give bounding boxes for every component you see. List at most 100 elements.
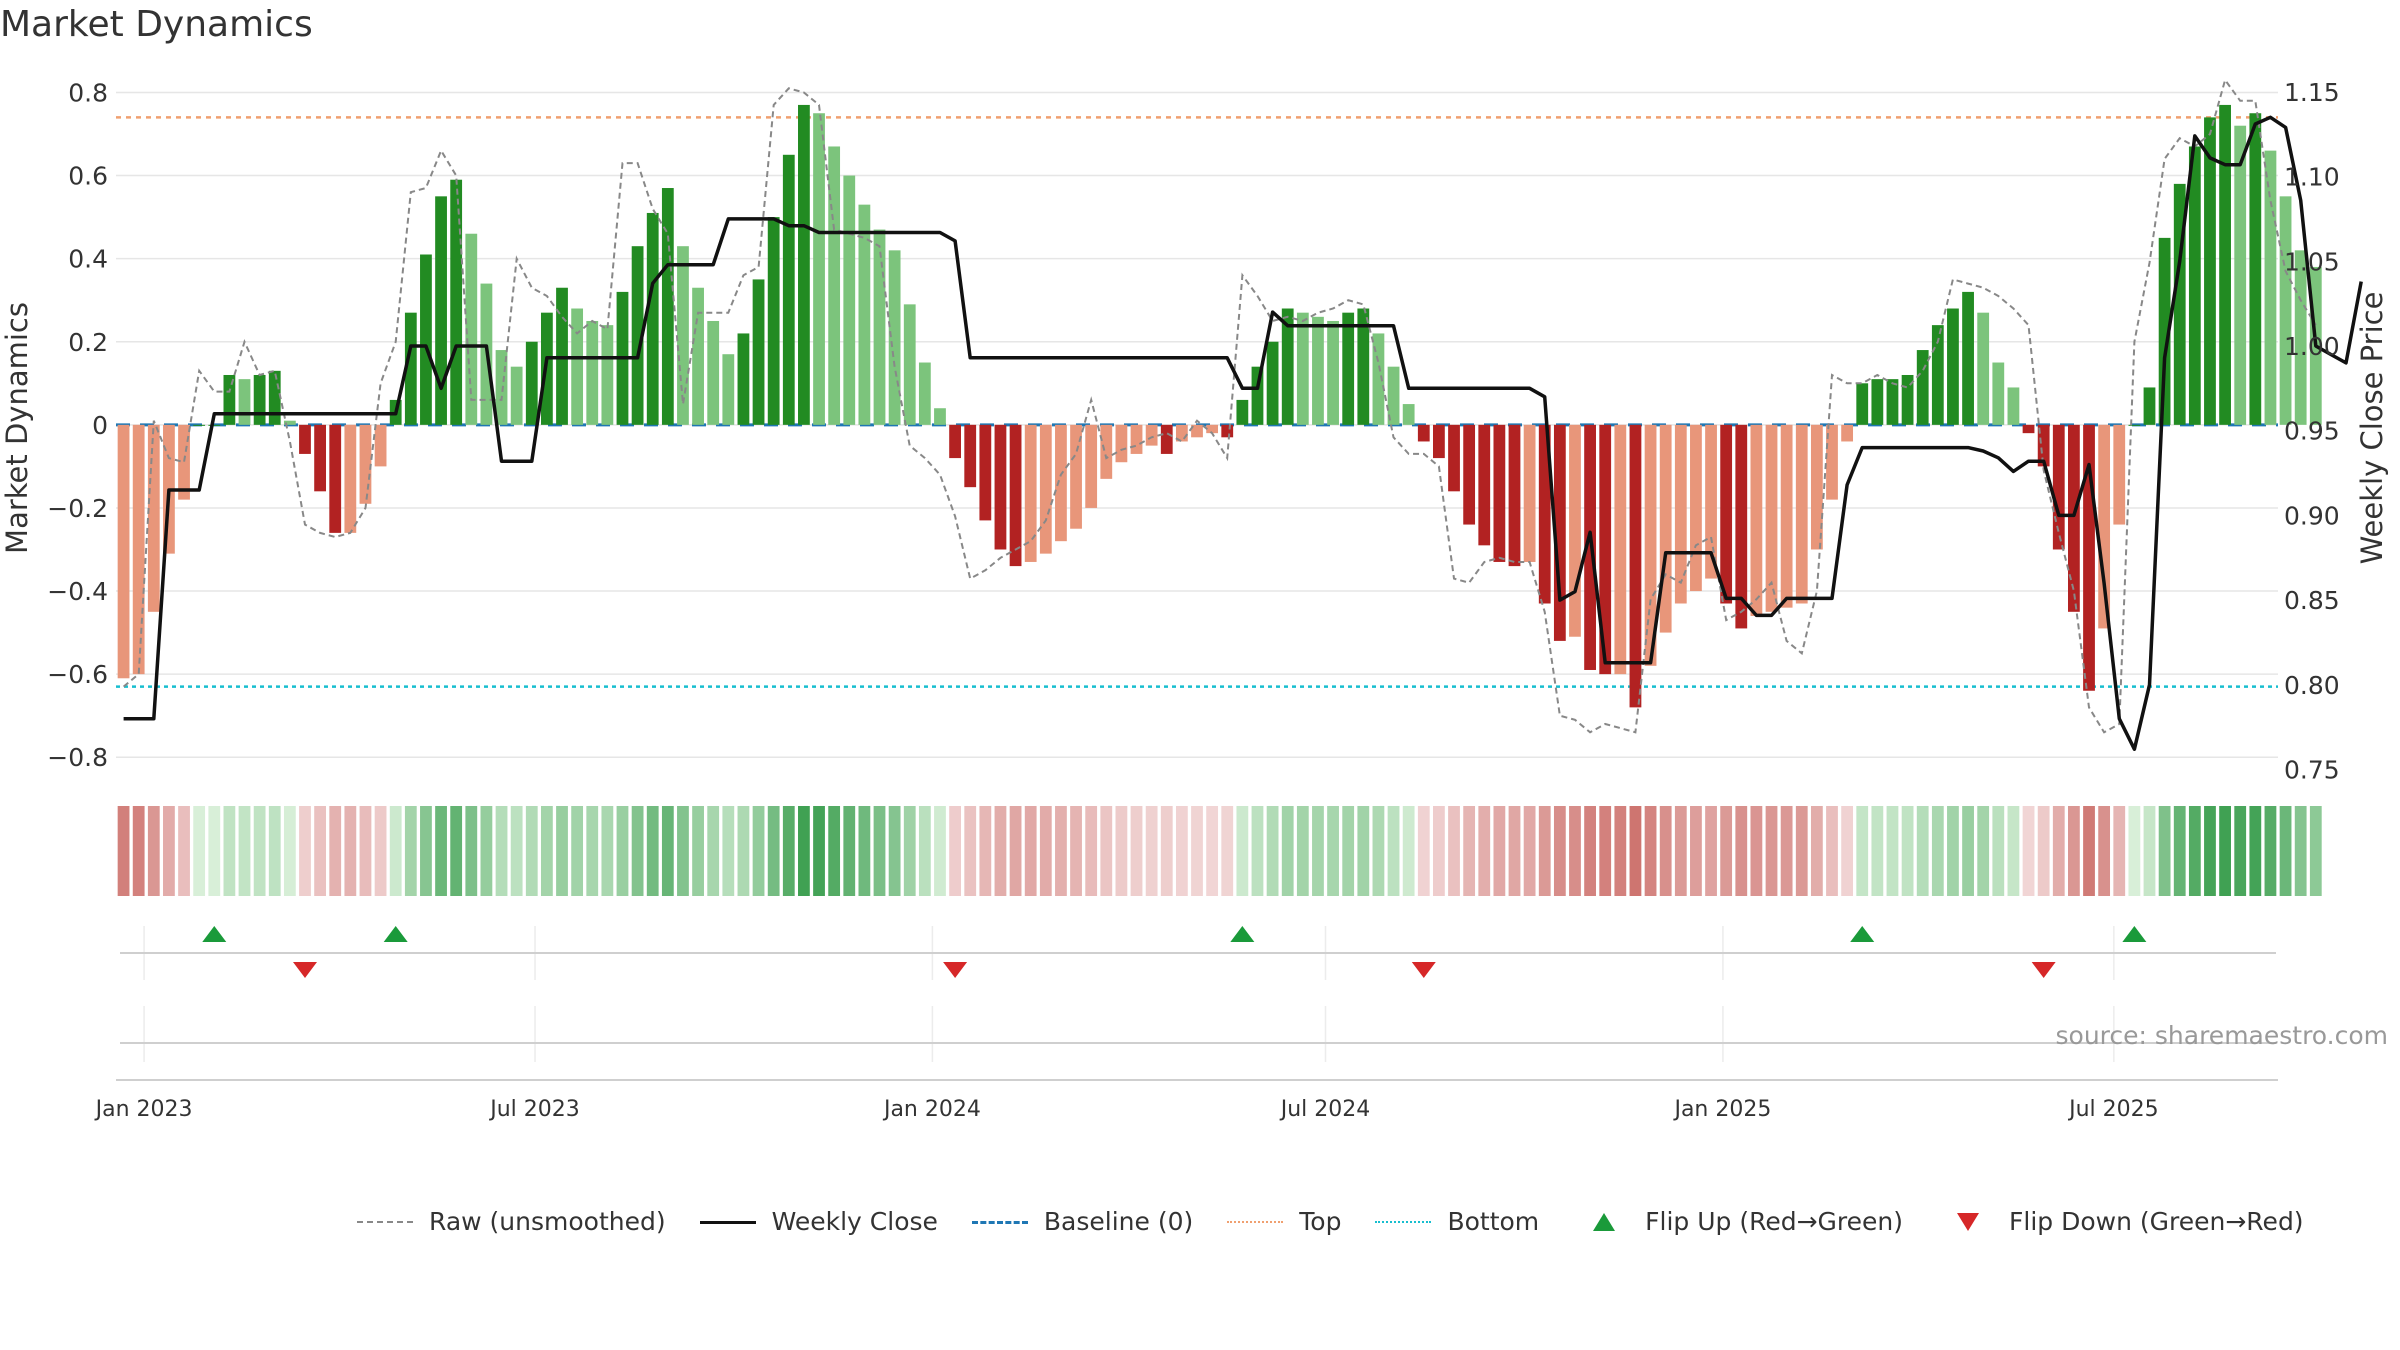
flip-down-marker — [1411, 962, 1436, 978]
dynamics-bar — [1266, 341, 1279, 425]
heat-cell — [2294, 806, 2307, 896]
heat-cell — [1463, 806, 1476, 896]
dynamics-bar — [2234, 125, 2247, 425]
dynamics-bar — [903, 304, 916, 425]
chart-title: Market Dynamics — [0, 4, 313, 45]
dynamics-bar — [918, 362, 931, 425]
dynamics-bar — [1599, 424, 1612, 675]
right-tick-label: 1.10 — [2284, 163, 2340, 192]
heat-cell — [1523, 806, 1536, 896]
heat-cell — [1327, 806, 1339, 896]
legend-label-baseline: Baseline (0) — [1043, 1207, 1194, 1236]
dynamics-bar — [2204, 117, 2216, 425]
heat-cell — [1780, 806, 1793, 896]
dynamics-bar — [1206, 424, 1219, 434]
left-tick-label: 0.6 — [68, 162, 108, 191]
dynamics-bar — [495, 350, 508, 425]
legend-label-top: Top — [1299, 1207, 1342, 1236]
dynamics-bar — [132, 424, 145, 675]
dynamics-bar — [178, 424, 190, 500]
heat-cell — [1493, 806, 1506, 896]
heat-cell — [1130, 806, 1143, 896]
heat-cell — [2143, 806, 2156, 896]
heat-cell — [1735, 806, 1748, 896]
raw-line-layer — [122, 77, 2317, 734]
heat-cell — [1448, 806, 1460, 896]
heat-cell — [1886, 806, 1899, 896]
dynamics-bar — [2128, 424, 2141, 426]
right-axis-title: Weekly Close Price — [2355, 292, 2389, 565]
triangle-down-icon — [1935, 1211, 1995, 1233]
heat-cell — [1357, 806, 1370, 896]
dynamics-bar — [1705, 424, 1717, 579]
dynamics-bar — [435, 196, 447, 425]
dynamics-bar — [1916, 350, 1929, 425]
heat-cell — [586, 806, 599, 896]
x-tick-label: Jan 2023 — [94, 1097, 193, 1122]
heat-cell — [1281, 806, 1294, 896]
heat-cell — [314, 806, 327, 896]
dynamics-bar — [1856, 383, 1869, 425]
dynamics-bar — [1130, 424, 1143, 454]
dynamics-bar — [344, 424, 357, 533]
raw-line — [122, 77, 2317, 734]
dynamics-bar — [2219, 104, 2231, 425]
dynamics-bar — [268, 370, 281, 425]
triangle-up-icon — [1571, 1211, 1631, 1233]
dynamics-bar — [450, 179, 463, 425]
right-tick-label: 1.00 — [2284, 332, 2340, 361]
heat-cell — [2007, 806, 2020, 896]
heat-cell — [692, 806, 704, 896]
dynamics-bar — [117, 424, 130, 679]
heat-cell — [193, 806, 206, 896]
dynamics-bar — [949, 424, 961, 459]
dynamics-bar — [1039, 424, 1052, 554]
dynamics-bar — [1795, 424, 1808, 604]
heat-cell — [2249, 806, 2262, 896]
heat-cell — [268, 806, 281, 896]
heat-cell — [677, 806, 689, 896]
heat-cell — [828, 806, 841, 896]
heat-cell — [1266, 806, 1279, 896]
heat-cell — [132, 806, 145, 896]
dynamics-bar — [1024, 424, 1037, 562]
dynamics-bar — [1296, 312, 1309, 425]
heat-cell — [1160, 806, 1173, 896]
dynamics-bar — [813, 113, 825, 425]
heat-cell — [2173, 806, 2186, 896]
dynamics-bar — [828, 146, 841, 425]
heat-cell — [2264, 806, 2277, 896]
heat-cell — [813, 806, 825, 896]
dynamics-bar — [2188, 146, 2201, 425]
dynamics-bar — [1402, 404, 1415, 425]
dynamics-bar — [1327, 320, 1339, 425]
heat-cell — [1856, 806, 1869, 896]
heat-cell — [2279, 806, 2292, 896]
market-dynamics-chart: 0.8 0.6 0.4 0.2 0 −0.2 −0.4 −0.6 −0.8 1.15 1.10 1.0… — [0, 77, 2389, 1122]
dynamics-bar — [2067, 424, 2080, 612]
dynamics-bar — [193, 424, 206, 426]
x-tick-label: Jul 2023 — [488, 1097, 580, 1122]
dynamics-bar — [1901, 374, 1914, 425]
heat-cell — [1992, 806, 2005, 896]
heat-cell — [1221, 806, 1234, 896]
dynamics-bar — [1387, 366, 1400, 425]
dynamics-bar — [2007, 387, 2020, 425]
heat-cell — [1841, 806, 1854, 896]
dynamics-bar — [843, 175, 856, 425]
dynamics-bar — [1221, 424, 1234, 438]
heat-cell — [1039, 806, 1052, 896]
heat-cell — [979, 806, 992, 896]
heat-cell — [450, 806, 463, 896]
flip-down-marker — [943, 962, 968, 978]
heat-cell — [2037, 806, 2050, 896]
heat-cell — [1433, 806, 1445, 896]
dynamics-bar — [979, 424, 992, 521]
dynamics-bar — [510, 366, 523, 425]
dynamics-bar — [1977, 312, 1990, 425]
heat-cell — [782, 806, 795, 896]
heat-cell — [2309, 806, 2322, 896]
dynamics-bar — [1780, 424, 1793, 608]
dynamics-bar — [1357, 308, 1370, 425]
dynamics-bar — [571, 308, 584, 425]
